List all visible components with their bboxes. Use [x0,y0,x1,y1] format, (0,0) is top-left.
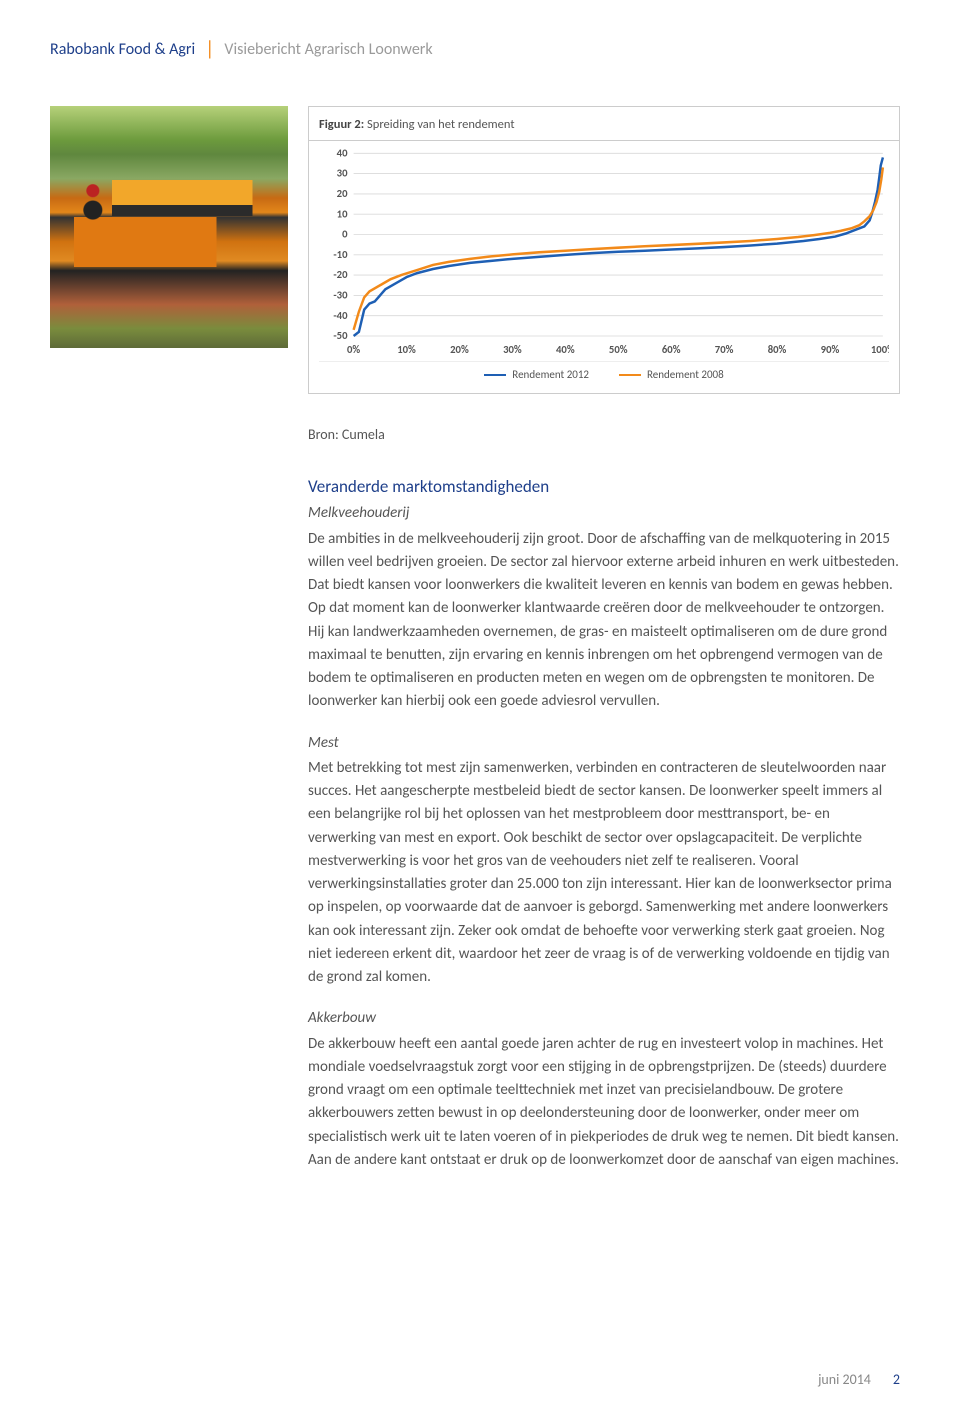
svg-text:70%: 70% [715,343,734,356]
brand-name: Rabobank Food & Agri [50,38,195,63]
svg-text:60%: 60% [662,343,681,356]
page-footer: juni 2014 2 [818,1369,900,1391]
paragraph-2: De akkerbouw heeft een aantal goede jare… [308,1033,900,1173]
chart-source: Bron: Cumela [308,424,900,446]
svg-text:0%: 0% [347,343,360,356]
svg-text:90%: 90% [821,343,840,356]
svg-text:-50: -50 [333,329,348,342]
svg-text:100%: 100% [871,343,889,356]
svg-text:40: 40 [337,147,348,159]
legend-swatch-0 [484,374,506,377]
header-divider-icon: | [205,34,214,65]
svg-text:30: 30 [337,167,348,180]
chart-figure-2: Figuur 2: Spreiding van het rendement -5… [308,106,900,394]
svg-text:-20: -20 [333,268,348,281]
paragraph-1: Met betrekking tot mest zijn samenwerken… [308,757,900,990]
svg-text:30%: 30% [503,343,522,356]
legend-swatch-1 [619,374,641,377]
section-heading: Veranderde marktomstandigheden [308,474,900,500]
svg-text:50%: 50% [609,343,628,356]
subhead-1: Mest [308,732,900,755]
svg-text:80%: 80% [768,343,787,356]
footer-page-number: 2 [893,1369,900,1391]
chart-svg: -50 -40 -30 -20 -10 0 10 20 30 40 0% 10% 20% 30% 40% 50… [319,147,889,357]
legend-item-1: Rendement 2008 [619,366,724,383]
svg-text:10: 10 [337,208,348,221]
legend-item-0: Rendement 2012 [484,366,589,383]
machinery-photo [50,106,288,348]
paragraph-0: De ambities in de melkveehouderij zijn g… [308,528,900,714]
header-subtitle: Visiebericht Agrarisch Loonwerk [224,38,432,63]
legend-label-0: Rendement 2012 [512,366,589,383]
svg-text:-40: -40 [333,309,348,322]
svg-text:0: 0 [342,228,348,241]
chart-title-prefix: Figuur 2: [319,117,364,132]
chart-title-text: Spreiding van het rendement [367,117,515,132]
footer-date: juni 2014 [818,1369,871,1391]
legend-label-1: Rendement 2008 [647,366,724,383]
subhead-2: Akkerbouw [308,1007,900,1030]
svg-text:-30: -30 [333,289,348,302]
svg-text:20%: 20% [450,343,469,356]
svg-text:-10: -10 [333,248,348,261]
chart-legend: Rendement 2012 Rendement 2008 [319,361,889,385]
chart-title: Figuur 2: Spreiding van het rendement [309,113,899,141]
svg-text:40%: 40% [556,343,575,356]
svg-text:20: 20 [337,187,348,200]
svg-text:10%: 10% [397,343,416,356]
page-header: Rabobank Food & Agri | Visiebericht Agra… [50,35,900,66]
subhead-0: Melkveehouderij [308,502,900,525]
